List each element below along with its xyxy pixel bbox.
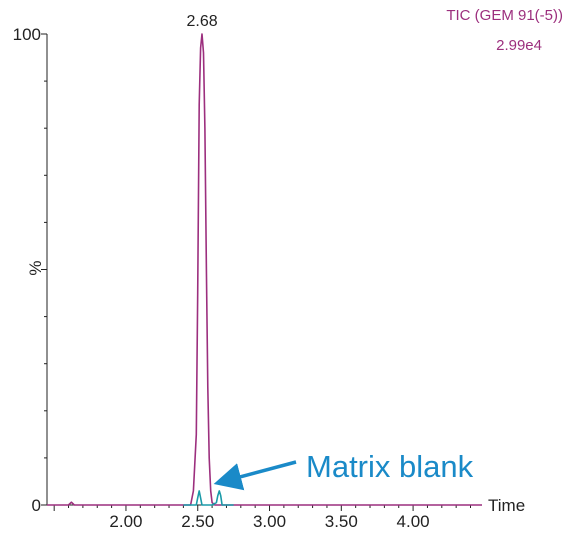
labels-layer: TIC (GEM 91(-5)) 2.99e4 2.68 Time % Matr… — [26, 7, 563, 515]
trace-intensity-label: 2.99e4 — [496, 37, 542, 54]
x-axis-title: Time — [488, 496, 525, 515]
y-tick-label: 0 — [32, 496, 41, 515]
series-layer — [47, 33, 482, 506]
x-tick-label: 2.50 — [181, 512, 214, 531]
matrix-blank-annotation: Matrix blank — [306, 449, 474, 484]
matrix-blank-trace-line — [183, 490, 234, 506]
tic-trace-line — [47, 33, 482, 506]
annotation-arrow — [213, 460, 297, 491]
x-tick-label: 3.00 — [253, 512, 286, 531]
x-tick-label: 2.00 — [109, 512, 142, 531]
x-tick-label: 3.50 — [325, 512, 358, 531]
peak-label: 2.68 — [186, 13, 217, 30]
x-tick-label: 4.00 — [397, 512, 430, 531]
y-tick-label: 100 — [13, 25, 41, 44]
axes: 0 100 2.00 2.50 3.00 3.50 4.00 — [13, 25, 482, 531]
y-axis-title: % — [26, 260, 45, 275]
trace-name-label: TIC (GEM 91(-5)) — [446, 7, 563, 24]
